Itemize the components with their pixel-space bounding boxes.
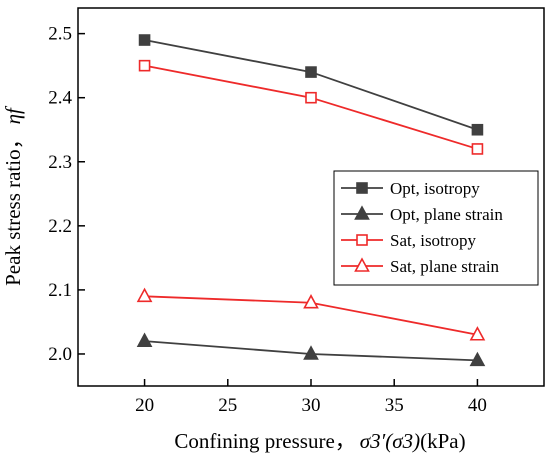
x-tick-label: 40 xyxy=(468,395,487,416)
data-point xyxy=(303,294,319,309)
legend-label: Opt, plane strain xyxy=(390,205,503,224)
x-tick-label: 35 xyxy=(385,395,404,416)
data-point xyxy=(305,66,317,78)
x-axis: 20 25 30 35 40 xyxy=(135,379,487,416)
x-tick-label: 30 xyxy=(302,395,321,416)
y-axis-title-math: ηf xyxy=(1,105,25,124)
x-axis-title-text: Confining pressure， xyxy=(174,429,355,453)
x-axis-title: Confining pressure， σ3′(σ3)(kPa) xyxy=(174,429,465,453)
legend-marker xyxy=(356,182,368,194)
data-point xyxy=(136,332,153,347)
x-tick-label: 20 xyxy=(135,395,154,416)
legend-marker xyxy=(354,257,370,272)
y-tick-label: 2.5 xyxy=(48,24,72,45)
x-axis-title-math: σ3′(σ3) xyxy=(360,429,420,453)
data-point xyxy=(138,59,151,72)
x-axis-title-unit: (kPa) xyxy=(420,429,466,453)
y-tick-label: 2.4 xyxy=(48,88,72,109)
legend: Opt, isotropy Opt, plane strain Sat, isotr… xyxy=(333,170,539,286)
data-point xyxy=(471,143,484,155)
data-point xyxy=(303,345,319,360)
legend-marker xyxy=(354,205,370,220)
data-point xyxy=(305,91,317,104)
y-axis: 2.0 2.1 2.2 2.3 2.4 2.5 xyxy=(48,24,85,365)
data-point xyxy=(136,287,153,303)
y-tick-label: 2.0 xyxy=(48,344,72,365)
legend-label: Opt, isotropy xyxy=(390,179,480,198)
series-line-1 xyxy=(144,39,478,131)
data-point xyxy=(138,34,151,46)
x-tick-label: 25 xyxy=(218,395,237,416)
legend-label: Sat, plane strain xyxy=(390,257,500,276)
y-axis-title: Peak stress ratio， ηf xyxy=(1,105,25,286)
legend-marker xyxy=(356,234,368,246)
legend-label: Sat, isotropy xyxy=(390,231,476,250)
data-point xyxy=(471,123,484,136)
y-axis-title-text: Peak stress ratio， xyxy=(1,128,25,285)
series-layer xyxy=(136,34,486,367)
data-point xyxy=(469,326,486,341)
y-tick-label: 2.1 xyxy=(48,280,72,301)
y-tick-label: 2.3 xyxy=(48,152,72,173)
series-line-3 xyxy=(144,64,478,150)
data-point xyxy=(469,351,486,367)
y-tick-label: 2.2 xyxy=(48,216,72,237)
